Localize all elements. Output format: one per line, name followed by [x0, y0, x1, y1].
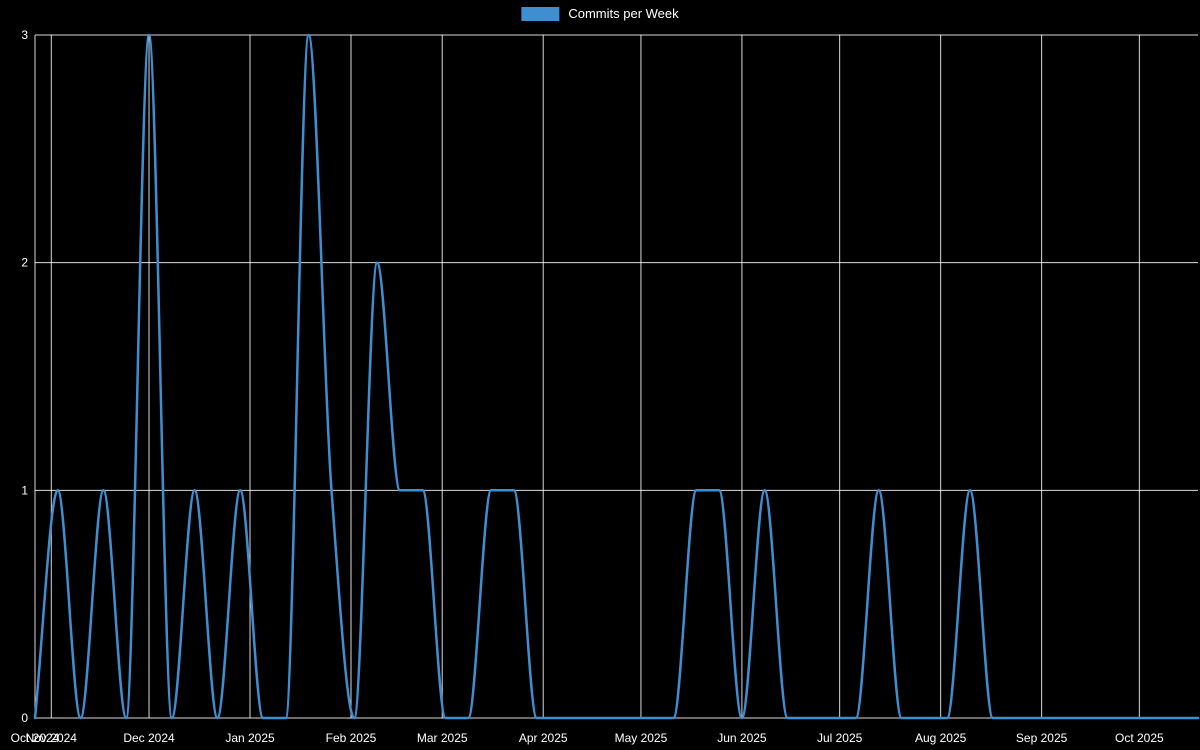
series-line[interactable]: [33, 33, 1200, 720]
y-tick-label: 0: [21, 711, 28, 725]
x-tick-label: Oct 2025: [1115, 731, 1164, 745]
legend-swatch: [521, 7, 560, 21]
legend-label: Commits per Week: [568, 6, 679, 21]
chart-legend-item[interactable]: Commits per Week: [521, 6, 679, 21]
x-tick-label: Dec 2024: [123, 731, 175, 745]
x-tick-label: Oct 2024: [11, 731, 60, 745]
x-tick-label: Jan 2025: [225, 731, 275, 745]
x-tick-label: Sep 2025: [1016, 731, 1068, 745]
x-tick-label: Feb 2025: [326, 731, 377, 745]
y-tick-label: 3: [21, 28, 28, 42]
y-tick-label: 1: [21, 483, 28, 497]
x-tick-label: Mar 2025: [417, 731, 468, 745]
x-tick-label: Jun 2025: [717, 731, 767, 745]
x-tick-label: Jul 2025: [817, 731, 863, 745]
y-tick-label: 2: [21, 256, 28, 270]
x-tick-label: May 2025: [615, 731, 668, 745]
x-tick-label: Nov 2024: [26, 731, 78, 745]
x-tick-label: Aug 2025: [915, 731, 967, 745]
x-tick-label: Apr 2025: [519, 731, 568, 745]
